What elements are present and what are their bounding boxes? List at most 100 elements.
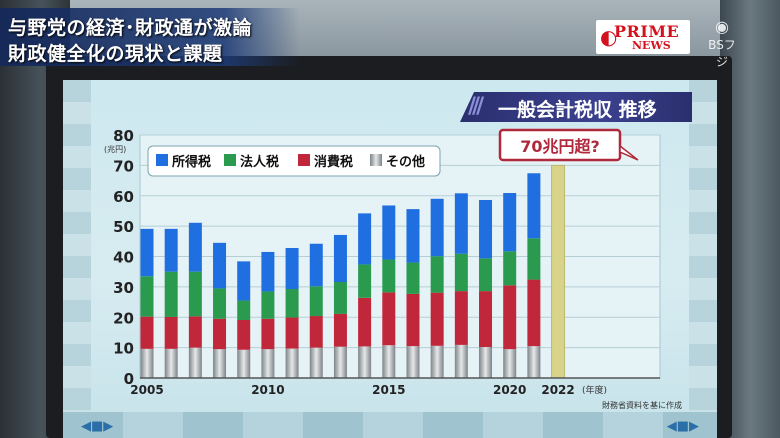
legend-label: 消費税	[314, 154, 353, 170]
bar-その他-2016	[406, 346, 420, 378]
bar-消費税-2010	[261, 318, 275, 350]
screen-border-left	[63, 80, 91, 438]
bar-法人税-2017	[430, 256, 444, 293]
bar-所得税-2017	[430, 198, 444, 257]
y-tick-label: 20	[113, 309, 134, 327]
bar-法人税-2013	[333, 282, 347, 314]
bar-法人税-2014	[358, 264, 372, 298]
bar-消費税-2013	[333, 313, 347, 347]
bar-法人税-2021	[527, 238, 541, 280]
bar-法人税-2019	[479, 258, 493, 292]
bar-所得税-2013	[333, 234, 347, 283]
bar-法人税-2006	[164, 271, 178, 317]
bar-所得税-2012	[309, 243, 323, 287]
bar-所得税-2021	[527, 173, 541, 239]
bar-その他-2006	[164, 348, 178, 378]
legend-swatch-所得税	[156, 154, 168, 166]
legend-box	[147, 145, 441, 177]
bar-消費税-2009	[237, 319, 251, 350]
chart-bars	[140, 164, 566, 379]
bar-所得税-2018	[454, 193, 468, 254]
bar-法人税-2020	[503, 251, 517, 286]
bar-消費税-2008	[213, 318, 227, 350]
prime-news-logo: ◐ PRIME NEWS	[596, 20, 690, 54]
channel-name: BSフジ	[708, 38, 736, 69]
logo-wordmark: PRIME	[614, 22, 680, 41]
bar-消費税-2019	[479, 291, 493, 348]
bar-所得税-2011	[285, 247, 299, 290]
bar-所得税-2015	[382, 205, 396, 260]
bar-消費税-2012	[309, 316, 323, 348]
banner-stripes-icon: ///	[468, 94, 484, 119]
bar-法人税-2005	[140, 276, 154, 317]
prime-news-swoosh-icon: ◐	[600, 25, 618, 49]
legend-swatch-消費税	[298, 154, 310, 166]
bar-所得税-2006	[164, 228, 178, 272]
bar-消費税-2021	[527, 279, 541, 347]
bar-消費税-2007	[188, 316, 202, 348]
bar-その他-2019	[479, 347, 493, 378]
news-caption: 与野党の経済･財政通が激論 財政健全化の現状と課題	[0, 8, 300, 66]
bar-法人税-2009	[237, 300, 251, 320]
nav-arrows-left-icon: ◀■▶	[81, 419, 114, 434]
nav-arrows-right-icon: ◀■▶	[666, 419, 699, 434]
bar-所得税-2007	[188, 222, 202, 272]
y-tick-label: 30	[113, 279, 134, 297]
forecast-callout-label: 70兆円超?	[520, 137, 600, 156]
x-tick-label: 2010	[251, 383, 284, 397]
bar-法人税-2010	[261, 291, 275, 319]
y-tick-label: 10	[113, 340, 134, 358]
chart-legend: 所得税 法人税 消費税 その他	[147, 145, 441, 177]
bar-消費税-2005	[140, 316, 154, 349]
legend-swatch-法人税	[224, 154, 236, 166]
bar-所得税-2020	[503, 193, 517, 252]
bar-その他-2014	[358, 346, 372, 378]
bar-消費税-2015	[382, 292, 396, 346]
y-axis-unit: (兆円)	[104, 144, 126, 154]
bar-所得税-2016	[406, 209, 420, 263]
y-tick-label: 0	[124, 370, 134, 388]
bar-所得税-2019	[479, 200, 493, 259]
bs-fuji-logo: ◉ BSフジ	[704, 18, 740, 70]
x-tick-label: 2022	[541, 383, 574, 397]
chart-axes: 0 10 20 30 40 50 60 70 80(兆円) 2005 2010 2015 2020 202…	[104, 127, 682, 410]
logo-wordmark-sub: NEWS	[632, 39, 671, 52]
bar-消費税-2011	[285, 317, 299, 349]
bar-forecast-2022	[551, 164, 566, 379]
y-tick-label: 80	[113, 127, 134, 145]
bar-消費税-2020	[503, 285, 517, 350]
bar-その他-2018	[454, 344, 468, 378]
bar-所得税-2010	[261, 251, 275, 292]
bar-法人税-2018	[454, 253, 468, 292]
bar-その他-2020	[503, 349, 517, 378]
screen-border-right	[689, 80, 717, 438]
bar-その他-2011	[285, 348, 299, 378]
bar-所得税-2005	[140, 228, 154, 277]
chart-title: 一般会計税収 推移	[498, 99, 657, 121]
bar-消費税-2018	[454, 291, 468, 345]
bar-法人税-2012	[309, 286, 323, 317]
bar-法人税-2016	[406, 262, 420, 294]
x-tick-label: 2015	[372, 383, 405, 397]
bar-その他-2021	[527, 346, 541, 378]
callout-pointer-icon	[619, 144, 639, 161]
bar-消費税-2014	[358, 297, 372, 347]
y-tick-label: 40	[113, 249, 134, 267]
legend-label: その他	[386, 154, 425, 170]
forecast-callout-box	[498, 128, 622, 162]
bar-その他-2012	[309, 347, 323, 378]
bar-法人税-2015	[382, 259, 396, 293]
bar-所得税-2009	[237, 261, 251, 301]
fuji-eye-icon: ◉	[715, 17, 729, 36]
bar-消費税-2017	[430, 292, 444, 346]
x-tick-label: 2020	[493, 383, 526, 397]
bar-その他-2009	[237, 349, 251, 378]
legend-label: 所得税	[172, 154, 211, 170]
y-tick-label: 60	[113, 188, 134, 206]
bar-その他-2013	[333, 346, 347, 378]
chart-title-banner: /// 一般会計税収 推移	[460, 92, 692, 122]
bar-その他-2007	[188, 347, 202, 378]
y-tick-label: 50	[113, 218, 134, 236]
bar-所得税-2008	[213, 242, 227, 289]
